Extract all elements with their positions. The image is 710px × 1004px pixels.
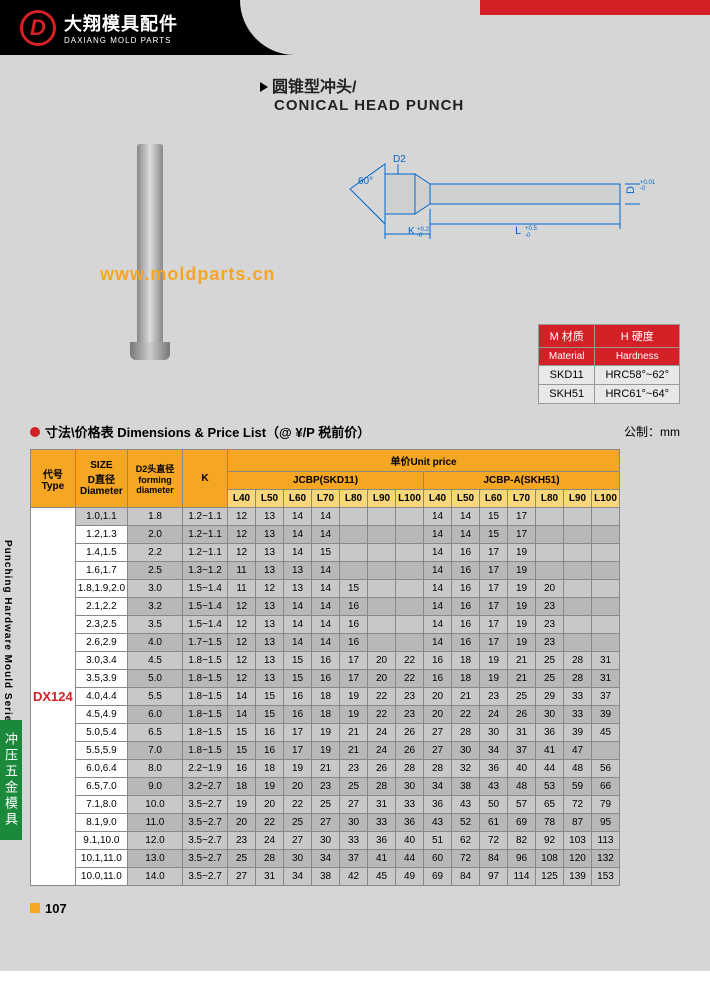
svg-text:-0: -0 <box>640 186 646 192</box>
page-number: 107 <box>0 886 710 931</box>
svg-text:60°: 60° <box>358 176 373 187</box>
logo-icon: D <box>20 10 56 46</box>
price-list-title: 寸法\价格表 Dimensions & Price List（@ ¥/P 税前价… <box>30 422 370 441</box>
watermark: www.moldparts.cn <box>100 264 275 285</box>
svg-text:+0.5: +0.5 <box>525 226 538 232</box>
technical-drawing: 60° D2 K +0.2 -0 L +0.5 -0 D +0.01 -0 <box>330 154 660 284</box>
unit-label: 公制：mm <box>624 423 680 440</box>
svg-text:-0: -0 <box>525 233 531 239</box>
svg-text:D: D <box>625 186 637 194</box>
side-series-text: Punching Hardware Mould Series <box>2 540 13 729</box>
material-table: M 材质H 硬度 MaterialHardness SKD11HRC58°~62… <box>538 324 680 404</box>
side-tab: 冲压五金模具 <box>0 720 22 840</box>
logo-text: 大翔模具配件 DAXIANG MOLD PARTS <box>64 10 178 45</box>
svg-text:D2: D2 <box>393 154 406 165</box>
svg-text:L: L <box>515 225 521 237</box>
svg-text:K: K <box>408 226 415 237</box>
price-table: 代号TypeSIZED直径DiameterD2头直径forming diamet… <box>30 449 620 886</box>
page-title: 圆锥型冲头/ CONICAL HEAD PUNCH <box>0 55 710 134</box>
